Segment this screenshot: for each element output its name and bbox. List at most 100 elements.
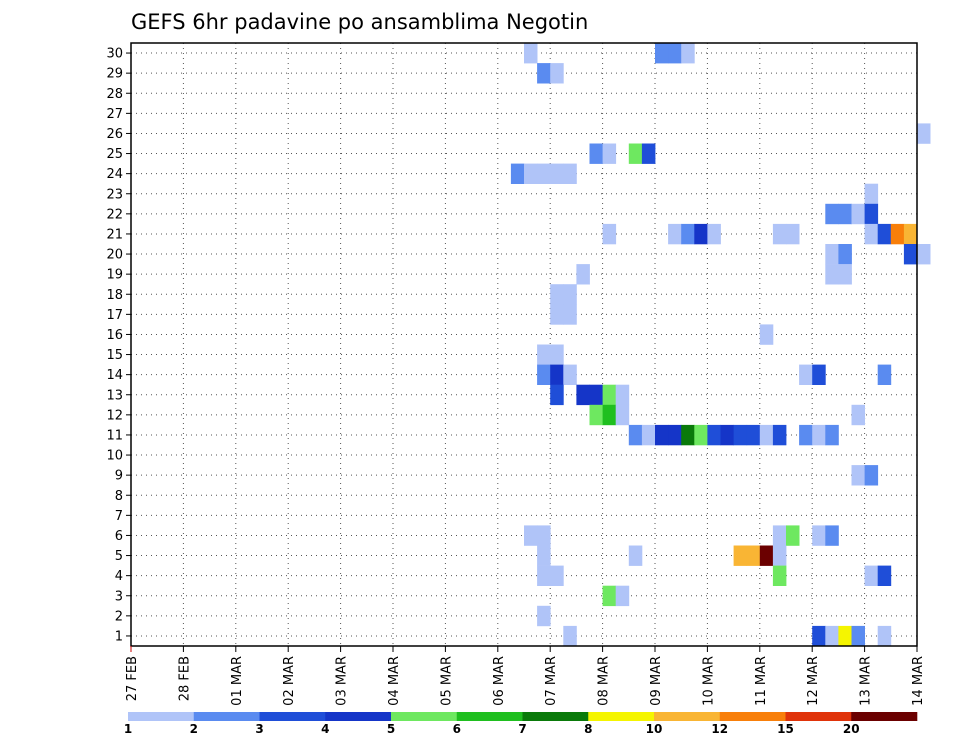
- cell-member-29-step-33: [550, 63, 564, 84]
- cell-member-5-step-32: [537, 545, 551, 566]
- cell-member-1-step-53: [812, 625, 826, 647]
- cell-member-21-step-50: [772, 223, 787, 245]
- cell-member-11-step-54: [825, 424, 839, 446]
- cell-member-21-step-45: [707, 223, 721, 245]
- cell-member-3-step-37: [602, 585, 617, 607]
- legend-label: 3: [255, 722, 263, 736]
- cell-member-23-step-57: [864, 183, 879, 205]
- cell-member-21-step-43: [681, 223, 695, 245]
- cell-member-30-step-42: [668, 43, 682, 64]
- cell-member-11-step-52: [799, 424, 813, 446]
- y-tick-label: 15: [106, 348, 123, 363]
- y-tick-label: 19: [106, 268, 123, 283]
- legend-swatch: [654, 712, 721, 721]
- y-tick-label: 5: [115, 549, 123, 564]
- x-tick-label: 01 MAR: [230, 656, 245, 706]
- legend-swatch: [259, 712, 326, 721]
- cell-member-21-step-60: [903, 223, 918, 245]
- x-tick-label: 02 MAR: [282, 656, 297, 706]
- legend-swatch: [193, 712, 260, 721]
- y-tick-label: 24: [106, 167, 123, 182]
- cell-member-15-step-33: [550, 344, 564, 365]
- cell-member-12-step-37: [602, 404, 617, 426]
- cell-member-21-step-51: [786, 223, 800, 245]
- cell-member-13-step-35: [576, 384, 590, 406]
- legend-swatch: [588, 712, 655, 721]
- cell-member-25-step-37: [602, 143, 617, 164]
- cell-member-1-step-58: [877, 625, 892, 647]
- cell-member-12-step-56: [851, 404, 865, 426]
- y-tick-label: 18: [106, 288, 123, 303]
- cell-member-13-step-33: [550, 384, 564, 406]
- y-tick-label: 30: [106, 47, 123, 62]
- y-tick-label: 2: [115, 609, 123, 624]
- cell-member-1-step-55: [838, 625, 852, 647]
- cell-member-6-step-51: [786, 525, 800, 546]
- cell-member-30-step-41: [655, 43, 669, 64]
- cell-member-5-step-39: [628, 545, 643, 566]
- y-tick-label: 27: [106, 107, 123, 122]
- x-tick-label: 13 MAR: [859, 656, 874, 706]
- cell-member-6-step-54: [825, 525, 839, 546]
- cell-member-17-step-33: [550, 304, 564, 325]
- cell-member-1-step-56: [851, 625, 865, 647]
- cell-member-24-step-31: [524, 163, 538, 184]
- x-tick-label: 14 MAR: [911, 656, 926, 706]
- x-tick-label: 09 MAR: [649, 656, 664, 706]
- grid-lines: [131, 43, 917, 646]
- y-tick-label: 17: [106, 308, 123, 323]
- cell-member-11-step-42: [668, 424, 682, 446]
- x-tick-label: 12 MAR: [806, 656, 821, 706]
- cell-member-14-step-32: [537, 364, 551, 385]
- cell-member-12-step-36: [589, 404, 603, 426]
- legend-swatch: [128, 712, 195, 721]
- cell-member-5-step-47: [733, 545, 748, 566]
- cell-member-11-step-39: [628, 424, 643, 446]
- cell-member-11-step-49: [759, 424, 774, 446]
- cell-member-22-step-56: [851, 203, 865, 225]
- y-tick-label: 23: [106, 187, 123, 202]
- cell-member-11-step-40: [641, 424, 656, 446]
- cell-member-4-step-50: [772, 565, 787, 586]
- y-tick-label: 20: [106, 248, 123, 263]
- cell-member-21-step-42: [668, 223, 682, 245]
- cell-member-21-step-44: [694, 223, 708, 245]
- data-cells: [510, 43, 931, 647]
- x-tick-label: 06 MAR: [492, 656, 507, 706]
- cell-member-14-step-34: [563, 364, 577, 385]
- cell-member-19-step-35: [576, 264, 590, 285]
- cell-member-22-step-55: [838, 203, 852, 225]
- y-tick-label: 16: [106, 328, 123, 343]
- cell-member-14-step-52: [799, 364, 813, 385]
- x-axis: 27 FEB 28 FEB 01 MAR 02 MAR 03 MAR 04 MAR 05 M…: [125, 646, 926, 706]
- y-tick-label: 26: [106, 127, 123, 142]
- y-tick-label: 9: [115, 469, 123, 484]
- cell-member-21-step-57: [864, 223, 879, 245]
- cell-member-4-step-32: [537, 565, 551, 586]
- x-tick-label: 05 MAR: [439, 656, 454, 706]
- cell-member-18-step-33: [550, 284, 564, 305]
- cell-member-4-step-58: [877, 565, 892, 586]
- y-tick-label: 6: [115, 529, 123, 544]
- legend-label: 7: [518, 722, 526, 736]
- cell-member-5-step-50: [772, 545, 787, 566]
- cell-member-20-step-61: [917, 244, 931, 265]
- cell-member-16-step-49: [759, 324, 774, 345]
- cell-member-24-step-30: [510, 163, 525, 184]
- legend-label: 20: [843, 722, 860, 736]
- cell-member-6-step-50: [772, 525, 787, 546]
- x-tick-label: 27 FEB: [125, 656, 140, 701]
- cell-member-13-step-38: [615, 384, 630, 406]
- cell-member-20-step-55: [838, 244, 852, 265]
- legend-swatch: [785, 712, 852, 721]
- cell-member-17-step-34: [563, 304, 577, 325]
- legend-swatch: [719, 712, 786, 721]
- cell-member-24-step-33: [550, 163, 564, 184]
- legend-label: 8: [584, 722, 592, 736]
- legend-label: 15: [777, 722, 794, 736]
- cell-member-11-step-44: [694, 424, 708, 446]
- cell-member-14-step-58: [877, 364, 892, 385]
- cell-member-4-step-57: [864, 565, 879, 586]
- y-tick-label: 13: [106, 388, 123, 403]
